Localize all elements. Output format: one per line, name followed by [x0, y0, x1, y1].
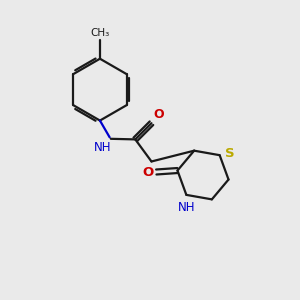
Text: O: O	[154, 108, 164, 121]
Text: NH: NH	[94, 141, 112, 154]
Text: NH: NH	[178, 201, 196, 214]
Text: CH₃: CH₃	[90, 28, 110, 38]
Text: S: S	[225, 147, 234, 160]
Text: O: O	[142, 166, 153, 178]
